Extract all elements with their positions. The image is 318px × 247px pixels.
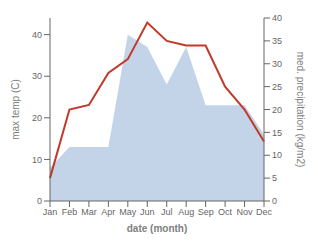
svg-text:Mar: Mar bbox=[81, 207, 97, 217]
svg-text:Aug: Aug bbox=[178, 207, 194, 217]
svg-text:Jul: Jul bbox=[161, 207, 173, 217]
svg-text:Dec: Dec bbox=[256, 207, 273, 217]
svg-text:Apr: Apr bbox=[101, 207, 115, 217]
svg-text:30: 30 bbox=[272, 59, 282, 69]
svg-text:20: 20 bbox=[32, 113, 42, 123]
svg-text:Jun: Jun bbox=[140, 207, 155, 217]
svg-text:Sep: Sep bbox=[198, 207, 214, 217]
svg-text:30: 30 bbox=[32, 71, 42, 81]
svg-text:date (month): date (month) bbox=[127, 223, 188, 234]
svg-text:May: May bbox=[119, 207, 137, 217]
svg-text:15: 15 bbox=[272, 128, 282, 138]
svg-text:med. precipitation (kg/m2): med. precipitation (kg/m2) bbox=[295, 52, 306, 168]
svg-text:0: 0 bbox=[272, 196, 277, 206]
svg-text:25: 25 bbox=[272, 82, 282, 92]
svg-text:35: 35 bbox=[272, 36, 282, 46]
svg-text:0: 0 bbox=[37, 196, 42, 206]
svg-text:Jan: Jan bbox=[43, 207, 58, 217]
svg-text:10: 10 bbox=[272, 150, 282, 160]
svg-text:20: 20 bbox=[272, 105, 282, 115]
svg-text:Oct: Oct bbox=[218, 207, 233, 217]
svg-text:5: 5 bbox=[272, 173, 277, 183]
svg-text:40: 40 bbox=[32, 30, 42, 40]
svg-text:Nov: Nov bbox=[237, 207, 254, 217]
svg-text:max temp (C): max temp (C) bbox=[10, 79, 21, 140]
svg-text:Feb: Feb bbox=[62, 207, 78, 217]
svg-text:40: 40 bbox=[272, 13, 282, 23]
svg-text:10: 10 bbox=[32, 155, 42, 165]
